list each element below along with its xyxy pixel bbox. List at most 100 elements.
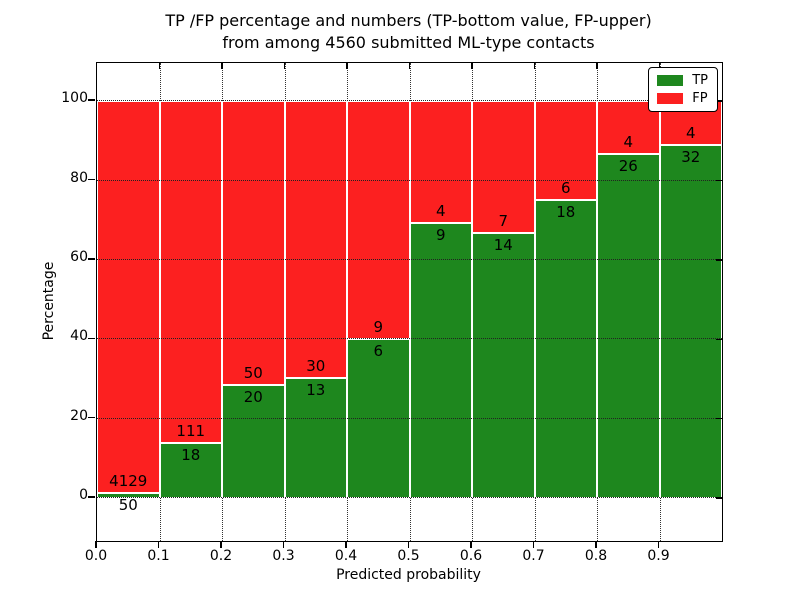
x-tick-mark	[345, 541, 347, 548]
fp-count-label: 4	[623, 133, 634, 152]
fp-count-label: 50	[243, 363, 263, 382]
top-tick-mark	[408, 63, 411, 69]
h-gridline	[97, 497, 722, 499]
right-tick-mark	[716, 100, 722, 102]
tp-count-label: 18	[556, 203, 576, 222]
h-gridline	[97, 100, 722, 102]
y-tick-label: 100	[61, 90, 88, 107]
right-tick-mark	[716, 497, 722, 499]
fp-bar-segment	[534, 101, 597, 201]
tp-count-label: 6	[373, 342, 384, 361]
plot-area: TP FP 4129 50 111 18 50 20 30 13 9 6 4 9 7 14 6 18 4 26 4 3…	[96, 62, 723, 542]
x-tick-mark	[220, 541, 222, 548]
x-tick-mark	[470, 541, 472, 548]
legend-item-fp: FP	[657, 92, 708, 105]
right-tick-mark	[716, 179, 722, 182]
x-tick-mark	[657, 541, 660, 548]
legend-label-tp: TP	[692, 73, 708, 88]
bar-group	[347, 101, 410, 499]
bar-group	[534, 101, 597, 499]
x-tick-label: 0.8	[584, 548, 608, 564]
x-tick-mark	[595, 541, 597, 548]
y-tick-label: 40	[70, 328, 88, 345]
tp-count-label: 9	[435, 226, 446, 245]
fp-count-label: 6	[560, 179, 571, 198]
top-tick-mark	[596, 63, 598, 69]
y-tick-mark	[88, 496, 95, 498]
tp-bar-segment	[659, 145, 722, 499]
legend-swatch-fp	[657, 93, 684, 104]
fp-count-label: 9	[373, 318, 384, 337]
legend-swatch-tp	[657, 75, 684, 86]
right-tick-mark	[716, 417, 722, 420]
tp-count-label: 32	[681, 148, 701, 167]
tp-count-label: 18	[181, 445, 201, 464]
fp-count-label: 4129	[109, 472, 148, 491]
h-gridline	[97, 258, 722, 260]
fp-bar-segment	[222, 101, 285, 385]
x-axis-label: Predicted probability	[336, 567, 481, 583]
x-tick-mark	[532, 541, 535, 548]
legend: TP FP	[648, 67, 718, 112]
fp-bar-segment	[159, 101, 222, 443]
x-tick-label: 0.4	[334, 548, 358, 564]
bar-group	[284, 101, 347, 499]
fp-count-label: 4	[435, 202, 446, 221]
y-tick-mark	[88, 337, 95, 340]
x-tick-mark	[282, 541, 285, 548]
y-tick-mark	[88, 178, 95, 181]
bar-group	[409, 101, 472, 499]
x-tick-label: 0.3	[272, 548, 295, 564]
legend-label-fp: FP	[692, 91, 708, 106]
right-tick-mark	[716, 259, 722, 261]
fp-bar-segment	[409, 101, 472, 224]
x-tick-label: 0.7	[522, 548, 545, 564]
tp-count-label: 14	[493, 236, 513, 255]
fp-bar-segment	[472, 101, 535, 234]
fp-count-label: 111	[176, 421, 206, 440]
x-tick-mark	[95, 541, 97, 548]
fp-count-label: 30	[306, 357, 326, 376]
y-tick-label: 60	[70, 248, 88, 265]
y-tick-label: 80	[70, 169, 88, 186]
top-tick-mark	[346, 63, 348, 69]
top-tick-mark	[471, 63, 473, 69]
x-tick-label: 0.0	[84, 548, 108, 564]
tp-bar-segment	[534, 200, 597, 499]
bar-group	[472, 101, 535, 499]
x-tick-label: 0.5	[397, 548, 420, 564]
h-gridline	[97, 417, 722, 419]
chart-title-line2: from among 4560 submitted ML-type contac…	[222, 33, 595, 52]
tp-bar-segment	[409, 223, 472, 499]
chart-title: TP /FP percentage and numbers (TP-bottom…	[96, 10, 721, 54]
x-tick-mark	[157, 541, 160, 548]
fp-bar-segment	[347, 101, 410, 340]
tp-count-label: 20	[243, 387, 263, 406]
tp-count-label: 26	[618, 157, 638, 176]
tp-bar-segment	[472, 233, 535, 499]
top-tick-mark	[533, 63, 536, 69]
y-tick-mark	[88, 258, 95, 260]
tp-bar-segment	[284, 378, 347, 499]
y-tick-label: 0	[79, 487, 88, 504]
top-tick-mark	[158, 63, 161, 69]
fp-bar-segment	[97, 101, 160, 494]
x-tick-label: 0.6	[459, 548, 483, 564]
tp-bar-segment	[597, 154, 660, 499]
x-tick-mark	[407, 541, 410, 548]
x-tick-label: 0.1	[147, 548, 170, 564]
tp-count-label: 13	[306, 381, 326, 400]
y-tick-label: 20	[70, 407, 88, 424]
top-tick-mark	[283, 63, 286, 69]
x-tick-label: 0.9	[647, 548, 670, 564]
legend-item-tp: TP	[657, 74, 708, 87]
x-tick-label: 0.2	[209, 548, 233, 564]
right-tick-mark	[716, 338, 722, 341]
bar-group	[159, 101, 222, 499]
y-tick-mark	[88, 99, 95, 101]
top-tick-mark	[221, 63, 223, 69]
y-tick-mark	[88, 416, 95, 419]
h-gridline	[97, 338, 722, 340]
top-tick-mark	[658, 63, 661, 69]
fp-bar-segment	[284, 101, 347, 379]
